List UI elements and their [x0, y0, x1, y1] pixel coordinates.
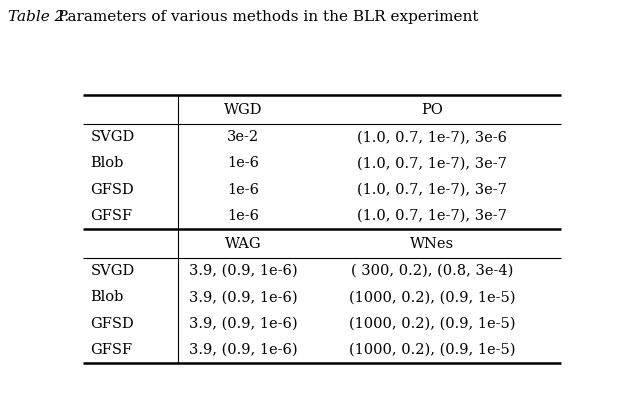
Text: 3.9, (0.9, 1e-6): 3.9, (0.9, 1e-6) — [189, 290, 297, 304]
Text: (1000, 0.2), (0.9, 1e-5): (1000, 0.2), (0.9, 1e-5) — [349, 317, 516, 331]
Text: 1e-6: 1e-6 — [227, 209, 259, 223]
Text: (1.0, 0.7, 1e-7), 3e-7: (1.0, 0.7, 1e-7), 3e-7 — [357, 209, 507, 223]
Text: GFSD: GFSD — [90, 317, 134, 331]
Text: SVGD: SVGD — [90, 130, 135, 144]
Text: GFSD: GFSD — [90, 183, 134, 197]
Text: 3.9, (0.9, 1e-6): 3.9, (0.9, 1e-6) — [189, 317, 297, 331]
Text: 1e-6: 1e-6 — [227, 183, 259, 197]
Text: 1e-6: 1e-6 — [227, 157, 259, 171]
Text: 3.9, (0.9, 1e-6): 3.9, (0.9, 1e-6) — [189, 264, 297, 278]
Text: WNes: WNes — [411, 236, 454, 250]
Text: (1000, 0.2), (0.9, 1e-5): (1000, 0.2), (0.9, 1e-5) — [349, 290, 516, 304]
Text: (1.0, 0.7, 1e-7), 3e-7: (1.0, 0.7, 1e-7), 3e-7 — [357, 183, 507, 197]
Text: Blob: Blob — [90, 157, 124, 171]
Text: (1000, 0.2), (0.9, 1e-5): (1000, 0.2), (0.9, 1e-5) — [349, 343, 516, 357]
Text: (1.0, 0.7, 1e-7), 3e-7: (1.0, 0.7, 1e-7), 3e-7 — [357, 157, 507, 171]
Text: 3.9, (0.9, 1e-6): 3.9, (0.9, 1e-6) — [189, 343, 297, 357]
Text: 3e-2: 3e-2 — [227, 130, 259, 144]
Text: WAG: WAG — [225, 236, 262, 250]
Text: ( 300, 0.2), (0.8, 3e-4): ( 300, 0.2), (0.8, 3e-4) — [351, 264, 513, 278]
Text: GFSF: GFSF — [90, 209, 133, 223]
Text: WGD: WGD — [224, 103, 262, 117]
Text: (1.0, 0.7, 1e-7), 3e-6: (1.0, 0.7, 1e-7), 3e-6 — [357, 130, 508, 144]
Text: Blob: Blob — [90, 290, 124, 304]
Text: GFSF: GFSF — [90, 343, 133, 357]
Text: Table 2.: Table 2. — [8, 10, 69, 24]
Text: SVGD: SVGD — [90, 264, 135, 278]
Text: PO: PO — [421, 103, 443, 117]
Text: Parameters of various methods in the BLR experiment: Parameters of various methods in the BLR… — [53, 10, 478, 24]
